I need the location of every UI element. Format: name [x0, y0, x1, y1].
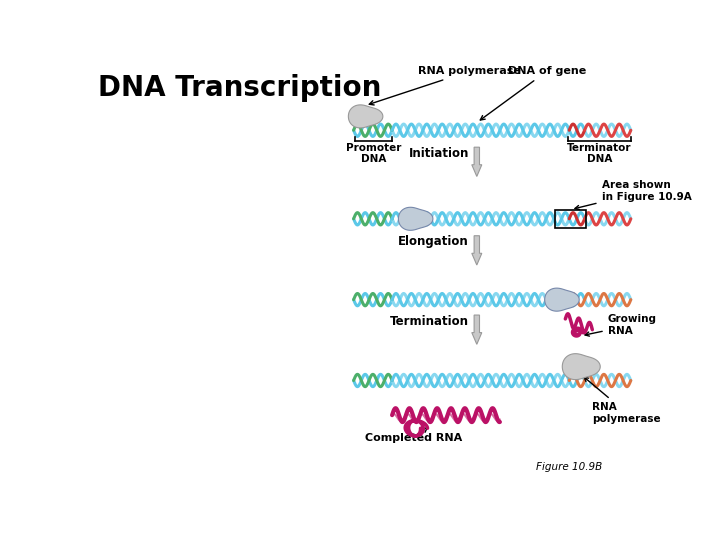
Bar: [555, 210, 586, 228]
Text: Termination: Termination: [390, 315, 469, 328]
Text: Elongation: Elongation: [398, 235, 469, 248]
Text: DNA of gene: DNA of gene: [480, 66, 586, 120]
Polygon shape: [562, 354, 600, 380]
Polygon shape: [545, 288, 579, 311]
Text: DNA Transcription: DNA Transcription: [98, 74, 382, 102]
Polygon shape: [348, 105, 383, 128]
Text: Growing
RNA: Growing RNA: [585, 314, 657, 336]
Text: Terminator
DNA: Terminator DNA: [567, 143, 631, 164]
Text: Initiation: Initiation: [409, 147, 469, 160]
Polygon shape: [472, 315, 482, 345]
Text: Figure 10.9B: Figure 10.9B: [536, 462, 603, 472]
Polygon shape: [398, 207, 433, 231]
Text: Promoter
DNA: Promoter DNA: [346, 143, 401, 164]
Polygon shape: [472, 147, 482, 177]
Text: Area shown
in Figure 10.9A: Area shown in Figure 10.9A: [575, 180, 691, 210]
Text: Completed RNA: Completed RNA: [365, 428, 462, 443]
Text: RNA polymerase: RNA polymerase: [369, 66, 521, 105]
Text: RNA
polymerase: RNA polymerase: [584, 377, 661, 424]
Polygon shape: [472, 236, 482, 265]
